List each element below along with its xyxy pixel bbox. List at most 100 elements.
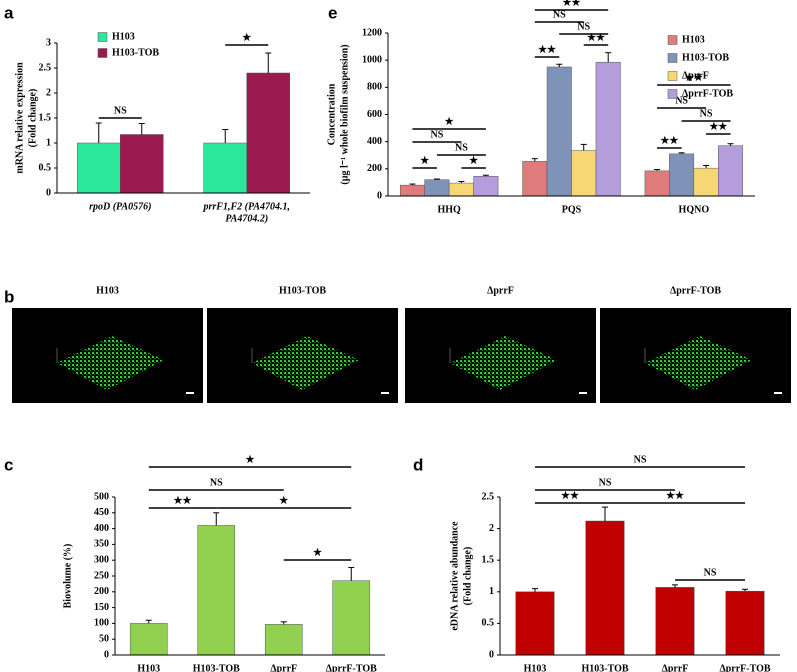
error-bar xyxy=(672,584,678,588)
significance-label: ★ xyxy=(313,547,322,558)
bar xyxy=(203,142,248,194)
y-tick-label: 1200 xyxy=(362,27,382,38)
y-tick-label: 3 xyxy=(46,37,51,48)
y-tick-label: 350 xyxy=(94,539,109,550)
significance-label: NS xyxy=(704,567,717,578)
significance-label: ★ xyxy=(246,454,255,465)
y-tick-label: 300 xyxy=(94,554,109,565)
legend-swatch xyxy=(97,48,108,58)
image-title: H103-TOB xyxy=(279,285,326,296)
y-tick-label: 0 xyxy=(46,187,51,198)
image-title: ΔprrF xyxy=(487,285,514,296)
significance-label: ★★ xyxy=(563,0,581,8)
y-tick-label: 2.5 xyxy=(39,62,52,73)
bar xyxy=(129,623,168,656)
bar xyxy=(473,176,499,197)
y-tick-label: 1 xyxy=(489,586,494,597)
y-axis-label: (Fold change) xyxy=(462,547,473,606)
significance-label: NS xyxy=(577,21,590,32)
legend-label: ΔprrF-TOB xyxy=(682,88,733,99)
error-bar xyxy=(213,512,220,526)
y-tick-label: 1000 xyxy=(362,54,382,65)
y-axis-label: Biovolume (%) xyxy=(62,544,73,609)
y-tick-label: 2.5 xyxy=(482,491,495,502)
y-tick-label: 200 xyxy=(94,586,109,597)
significance-label: ★ xyxy=(279,495,288,506)
legend-swatch xyxy=(97,32,108,42)
significance-label: ★★ xyxy=(587,32,605,43)
bar xyxy=(120,134,164,194)
significance-label: ★★ xyxy=(660,135,678,146)
microscopy-row: H103 H103-TOB ΔprrF ΔprrF-TOB xyxy=(12,285,791,403)
significance-label: NS xyxy=(675,95,688,106)
legend-swatch xyxy=(667,35,678,45)
legend-label: H103-TOB xyxy=(112,47,159,58)
y-tick-label: 1.5 xyxy=(39,112,52,123)
panel-label: c xyxy=(4,455,13,474)
error-bar xyxy=(605,52,612,63)
x-tick-label: H103 xyxy=(524,663,547,672)
x-tick-label: H103-TOB xyxy=(581,663,628,672)
y-tick-label: 500 xyxy=(94,491,109,502)
error-bar xyxy=(409,183,416,186)
significance-label: ★ xyxy=(469,155,478,166)
significance-label: NS xyxy=(210,477,223,488)
significance-label: NS xyxy=(634,454,647,465)
y-tick-label: 1.5 xyxy=(482,554,495,565)
bar xyxy=(424,179,450,197)
error-bar xyxy=(742,588,748,592)
x-tick-label: PQS xyxy=(562,204,582,215)
y-tick-label: 1 xyxy=(46,137,51,148)
x-tick-label: HHQ xyxy=(437,204,461,215)
bar xyxy=(246,72,291,194)
y-tick-label: 450 xyxy=(94,507,109,518)
bar xyxy=(585,520,625,656)
bar xyxy=(197,525,236,656)
x-tick-label: ΔprrF-TOB xyxy=(719,663,770,672)
bar xyxy=(693,167,719,197)
y-tick-label: 0 xyxy=(489,649,494,660)
y-tick-label: 2 xyxy=(489,523,494,534)
significance-label: ★ xyxy=(242,32,251,43)
y-tick-label: 200 xyxy=(367,163,382,174)
significance-label: NS xyxy=(599,477,612,488)
legend-label: H103 xyxy=(112,31,135,42)
error-bar xyxy=(280,621,287,625)
y-tick-label: 50 xyxy=(99,633,109,644)
error-bar xyxy=(222,129,229,143)
biofilm xyxy=(57,336,164,390)
bar xyxy=(522,161,548,197)
significance-label: NS xyxy=(553,9,566,20)
error-bar xyxy=(703,164,710,169)
biofilm xyxy=(252,336,359,390)
x-tick-label: prrF1,F2 (PA4704.1, xyxy=(203,201,291,212)
bar xyxy=(655,587,695,656)
x-tick-label: PA4704.2) xyxy=(225,213,268,224)
y-axis-label: (µg l⁻¹ whole biofilm suspension) xyxy=(339,44,350,184)
significance-label: NS xyxy=(700,108,713,119)
y-axis-label: (Fold change) xyxy=(27,89,38,148)
x-tick-label: ΔprrF xyxy=(270,663,297,672)
x-tick-label: HQNO xyxy=(679,204,710,215)
significance-label: ★ xyxy=(445,116,454,127)
bar xyxy=(725,590,765,656)
significance-label: NS xyxy=(455,142,468,153)
error-bar xyxy=(532,588,538,592)
significance-label: NS xyxy=(114,105,127,116)
bar xyxy=(718,145,744,197)
significance-label: ★★ xyxy=(666,490,684,501)
y-tick-label: 100 xyxy=(94,618,109,629)
error-bar xyxy=(458,180,465,184)
bar xyxy=(595,61,621,197)
error-bar xyxy=(348,566,355,581)
y-tick-label: 2 xyxy=(46,87,51,98)
legend-swatch xyxy=(667,89,678,99)
biofilm xyxy=(645,336,752,390)
significance-label: NS xyxy=(431,129,444,140)
x-tick-label: ΔprrF-TOB xyxy=(326,663,377,672)
x-tick-label: H103 xyxy=(137,663,160,672)
x-tick-label: H103-TOB xyxy=(193,663,240,672)
panel-label: d xyxy=(413,455,423,474)
significance-label: ★★ xyxy=(561,490,579,501)
